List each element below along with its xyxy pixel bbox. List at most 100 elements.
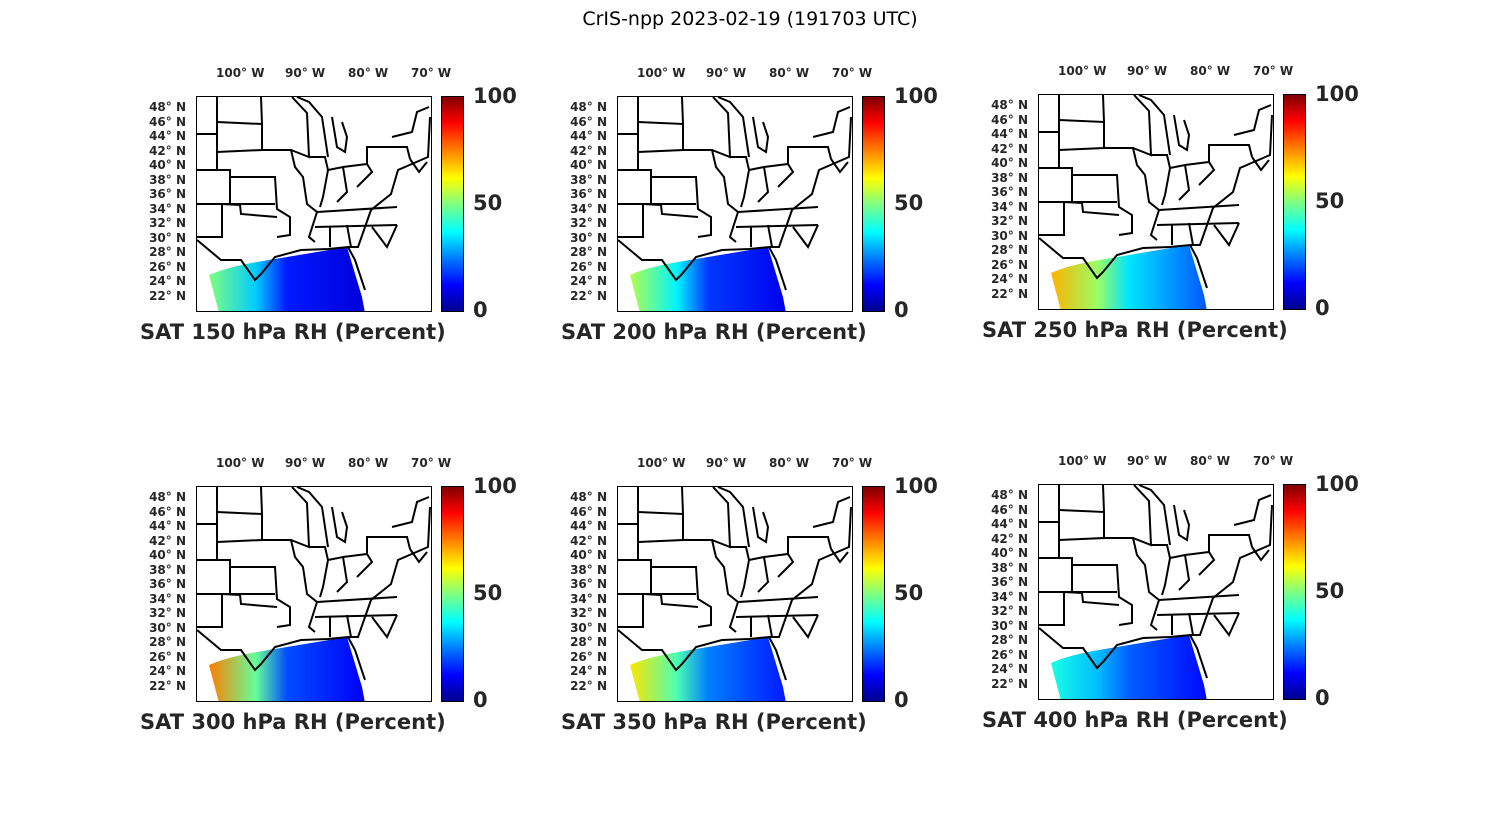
latitude-label: 46° N [149, 114, 186, 129]
state-border [1039, 167, 1133, 236]
colorbar-tick: 50 [473, 191, 503, 215]
state-border [1156, 612, 1240, 616]
state-border [316, 206, 398, 213]
latitude-label: 28° N [149, 635, 186, 649]
latitude-label: 44° N [991, 127, 1028, 141]
latitude-label: 22° N [149, 288, 186, 303]
map-panel: 100° W 90° W 80° W 70° W 48° N 46° N 44° N 42° … [561, 60, 961, 360]
state-border [1184, 160, 1216, 186]
latitude-label: 30° N [570, 620, 607, 635]
latitude-label: 24° N [991, 272, 1028, 286]
map-panel: 100° W 90° W 80° W 70° W 48° N 46° N 44° N 42° … [561, 450, 961, 750]
latitude-label: 40° N [149, 548, 186, 562]
latitude-label: 46° N [149, 504, 186, 519]
latitude-label: 42° N [991, 531, 1028, 546]
state-border [391, 496, 430, 528]
state-border [752, 116, 770, 154]
state-border [366, 536, 411, 554]
state-border [1151, 544, 1172, 596]
rh-map [1038, 94, 1274, 310]
state-border [197, 559, 291, 628]
state-border [618, 524, 639, 561]
colorbar-tick: 0 [894, 688, 909, 712]
latitude-label: 24° N [991, 662, 1028, 676]
latitude-label: 34° N [570, 591, 607, 606]
state-border [314, 224, 398, 228]
latitude-label: 26° N [991, 257, 1028, 272]
state-border [1063, 201, 1120, 216]
latitude-label: 34° N [149, 591, 186, 606]
state-border [830, 548, 849, 564]
latitude-label: 34° N [991, 589, 1028, 604]
state-border [730, 546, 751, 598]
colorbar-tick: 50 [1315, 189, 1345, 213]
state-border [752, 506, 770, 544]
colorbar-tick: 0 [473, 298, 488, 322]
state-border [296, 487, 329, 548]
state-border [221, 593, 278, 608]
latitude-label: 24° N [570, 664, 607, 678]
state-border [290, 97, 311, 159]
state-border [1039, 592, 1065, 626]
colorbar [862, 486, 885, 702]
map-panel: 100° W 90° W 80° W 70° W 48° N 46° N 44° N 42° … [140, 450, 540, 750]
latitude-label: 28° N [991, 633, 1028, 647]
state-border [711, 97, 732, 159]
state-border [331, 116, 349, 154]
panel-title: SAT 300 hPa RH (Percent) [140, 710, 446, 734]
state-border [618, 97, 639, 135]
state-border [637, 514, 684, 543]
state-border [717, 487, 750, 548]
state-border [717, 97, 750, 158]
colorbar-tick: 50 [894, 191, 924, 215]
latitude-label: 36° N [991, 185, 1028, 199]
state-border [216, 514, 263, 543]
state-border [371, 224, 398, 249]
state-border [216, 124, 263, 153]
state-border [737, 206, 819, 213]
state-border [1213, 222, 1240, 247]
state-border [767, 614, 773, 638]
state-border [371, 614, 398, 639]
longitude-label: 100° W [216, 456, 265, 470]
map-panel: 100° W 90° W 80° W 70° W 48° N 46° N 44° N 42° … [982, 58, 1382, 358]
latitude-label: 30° N [149, 620, 186, 635]
state-border [830, 158, 849, 174]
rh-map [617, 96, 853, 312]
colorbar-tick: 100 [1315, 82, 1359, 106]
state-border [787, 146, 832, 164]
state-border [812, 106, 851, 138]
state-border [1233, 494, 1272, 526]
state-border [197, 239, 366, 291]
state-border [787, 536, 832, 554]
state-border [767, 224, 773, 248]
colorbar [1283, 484, 1306, 700]
latitude-label: 48° N [570, 490, 607, 504]
state-border [735, 614, 819, 618]
state-border [1058, 512, 1105, 541]
map-panel: 100° W 90° W 80° W 70° W 48° N 46° N 44° N 42° … [140, 60, 540, 360]
state-border [1190, 504, 1273, 636]
latitude-label: 32° N [991, 604, 1028, 618]
state-border [1158, 594, 1240, 601]
state-border [1208, 534, 1253, 552]
state-border [221, 203, 278, 218]
state-border [1132, 485, 1153, 547]
state-border [1104, 147, 1161, 241]
latitude-label: 32° N [149, 606, 186, 620]
state-border [1251, 156, 1270, 172]
state-border [1151, 154, 1172, 206]
longitude-label: 80° W [769, 456, 810, 470]
state-border [1039, 95, 1060, 133]
state-border [342, 162, 374, 188]
panel-title: SAT 400 hPa RH (Percent) [982, 708, 1288, 732]
state-border [1173, 114, 1191, 152]
state-border [1039, 557, 1133, 626]
state-border [1188, 612, 1194, 636]
state-border [1104, 537, 1161, 631]
state-border [637, 97, 685, 126]
latitude-label: 22° N [149, 678, 186, 693]
state-border [618, 629, 787, 681]
state-border [637, 487, 685, 516]
longitude-label: 80° W [348, 456, 389, 470]
